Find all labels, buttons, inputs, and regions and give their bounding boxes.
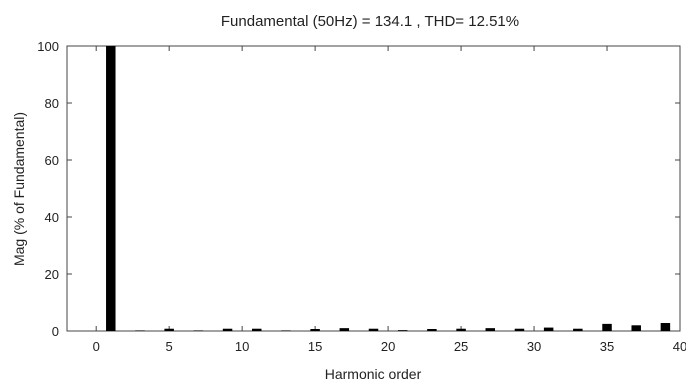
- x-axis-label: Harmonic order: [325, 366, 422, 382]
- bar-harmonic-13: [281, 330, 290, 331]
- bar-harmonic-17: [340, 328, 349, 331]
- x-tick-label: 30: [527, 339, 541, 354]
- bar-harmonic-29: [515, 329, 524, 331]
- bar-harmonic-3: [135, 330, 144, 331]
- x-tick-label: 15: [308, 339, 322, 354]
- bar-harmonic-19: [369, 329, 378, 331]
- bar-harmonic-35: [602, 324, 611, 331]
- x-tick-label: 40: [673, 339, 686, 354]
- bar-harmonic-27: [486, 328, 495, 331]
- bar-harmonic-15: [310, 329, 319, 331]
- bar-harmonic-23: [427, 329, 436, 331]
- y-tick-label: 40: [45, 210, 59, 225]
- y-tick-label: 0: [52, 324, 59, 339]
- y-tick-label: 80: [45, 96, 59, 111]
- bar-harmonic-11: [252, 329, 261, 331]
- plot-area-frame: [67, 46, 680, 331]
- y-axis-label: Mag (% of Fundamental): [11, 112, 27, 266]
- x-tick-label: 0: [93, 339, 100, 354]
- x-tick-label: 10: [235, 339, 249, 354]
- x-tick-label: 35: [600, 339, 614, 354]
- y-tick-label: 20: [45, 267, 59, 282]
- y-tick-label: 60: [45, 153, 59, 168]
- bar-harmonic-25: [456, 329, 465, 331]
- bar-harmonic-21: [398, 330, 407, 331]
- chart-title: Fundamental (50Hz) = 134.1 , THD= 12.51%: [221, 13, 519, 30]
- bar-harmonic-9: [223, 329, 232, 331]
- bar-harmonic-39: [661, 323, 670, 331]
- bar-harmonic-33: [573, 329, 582, 331]
- y-tick-label: 100: [37, 39, 59, 54]
- bar-harmonic-37: [631, 325, 640, 331]
- bar-harmonic-31: [544, 328, 553, 331]
- x-tick-label: 5: [166, 339, 173, 354]
- bar-harmonic-7: [194, 330, 203, 331]
- bar-harmonic-5: [164, 329, 173, 331]
- bar-harmonic-1: [106, 46, 115, 331]
- x-tick-label: 20: [381, 339, 395, 354]
- x-tick-label: 25: [454, 339, 468, 354]
